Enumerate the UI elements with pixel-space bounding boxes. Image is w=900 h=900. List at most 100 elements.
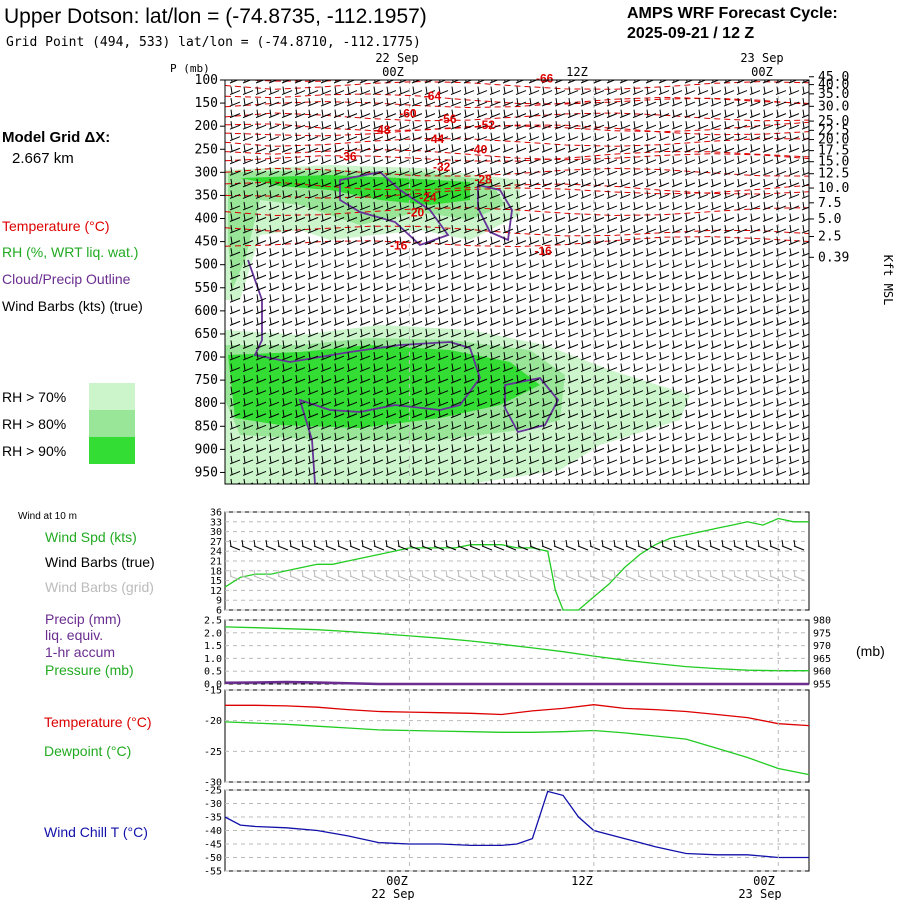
wind-barb: [372, 224, 384, 234]
wind-barb: [593, 190, 605, 199]
wind-barb: [749, 144, 761, 153]
wind-barb: [385, 155, 397, 165]
wind-barb: [255, 351, 267, 361]
wind-barb: [242, 305, 254, 315]
wind-barb: [333, 167, 345, 176]
wind-chill-tick-label: -45: [204, 840, 222, 851]
wind-barb: [476, 282, 488, 292]
wind-barb: [294, 213, 306, 222]
top-time-label-2: 12Z: [566, 65, 588, 79]
wind-barb: [659, 478, 670, 484]
wind-barb: [619, 201, 631, 211]
wind-barb: [801, 351, 809, 361]
wind-barb: [762, 317, 774, 326]
pressure-tick-label: 970: [813, 641, 831, 652]
wind-barb: [372, 328, 384, 338]
wind-barb: [515, 317, 527, 326]
wind-barb: [645, 201, 657, 211]
wind-barb: [411, 236, 423, 246]
wind-barb: [320, 444, 332, 453]
surface-wind-barb: [433, 539, 445, 551]
wind-barb: [333, 432, 345, 442]
wind-barb: [567, 144, 579, 153]
wind-barb: [567, 432, 579, 442]
wind-barb: [437, 213, 449, 222]
wind-barb: [476, 121, 488, 130]
surface-wind-barb: [517, 539, 529, 551]
wind-barb: [684, 167, 696, 176]
wind-barb: [541, 351, 553, 361]
wind-barb: [801, 363, 809, 373]
wind-barb: [684, 109, 696, 119]
wind-barb: [372, 109, 384, 119]
wind-barb: [723, 98, 735, 107]
wind-barb: [567, 121, 579, 130]
cloud-outline-upper-2: [477, 183, 513, 242]
wind-barb: [502, 190, 514, 199]
wind-barb: [710, 467, 722, 476]
wind-barb: [606, 444, 618, 453]
wind-barb: [801, 167, 809, 176]
wind-barb: [242, 132, 254, 142]
wind-barb: [567, 294, 579, 303]
wind-barb: [229, 155, 241, 165]
wind-barb: [515, 86, 527, 96]
surface-wind-barb: [409, 539, 421, 551]
wind-barb: [294, 444, 306, 453]
wind-barb: [463, 190, 475, 199]
wind-barb: [658, 386, 670, 396]
pressure-tick-label: 955: [813, 680, 831, 691]
wind-barb: [658, 444, 670, 453]
wind-barb: [645, 190, 657, 199]
wind-barb: [723, 144, 735, 153]
wind-barb: [307, 248, 319, 257]
wind-barb: [723, 80, 733, 84]
surface-wind-barb-grid: [469, 569, 481, 581]
wind-barb: [762, 236, 774, 246]
wind-barb: [255, 155, 267, 165]
wind-barb: [515, 248, 527, 257]
wind-barb: [736, 317, 748, 326]
surface-wind-barb-grid: [289, 569, 301, 581]
wind-barb: [684, 340, 696, 349]
wind-barb: [333, 98, 345, 107]
wind-barb: [541, 121, 553, 130]
wind-barb: [658, 351, 670, 361]
wind-barb: [554, 132, 566, 142]
wind-barb: [775, 109, 787, 119]
wind-barb: [268, 294, 280, 303]
wind-barb: [710, 190, 722, 199]
wind-barb: [619, 282, 631, 292]
wind-barb: [489, 190, 501, 199]
wind-barb: [606, 409, 618, 419]
wind-barb: [242, 144, 254, 153]
wind-barb: [801, 178, 809, 188]
wind-barb: [281, 317, 293, 326]
wind-barb: [671, 109, 683, 119]
wind-barb: [684, 432, 696, 442]
wind-barb: [723, 317, 735, 326]
wind-barb: [528, 432, 540, 442]
wind-barb: [489, 455, 501, 465]
wind-barb: [749, 328, 761, 338]
wind-barb: [463, 421, 475, 430]
wind-barb: [541, 248, 553, 257]
wind-barb: [619, 224, 631, 234]
surface-wind-barb-grid: [793, 569, 805, 581]
wind-barb: [385, 144, 397, 153]
wind-barb: [346, 132, 358, 142]
wind-barb: [398, 317, 410, 326]
surface-wind-barb-grid: [541, 569, 553, 581]
wind-barb: [463, 109, 475, 119]
wind-barb: [710, 363, 722, 373]
wind-barb: [515, 432, 527, 442]
wind-barb: [736, 167, 748, 176]
wind-barb: [229, 132, 241, 142]
wind-barb: [489, 386, 501, 396]
wind-barb: [801, 201, 809, 211]
wind-barb: [255, 340, 267, 349]
temperature-contour: [225, 181, 809, 195]
wind-barb: [762, 155, 774, 165]
wind-barb: [320, 294, 332, 303]
wind-barb: [606, 305, 618, 315]
